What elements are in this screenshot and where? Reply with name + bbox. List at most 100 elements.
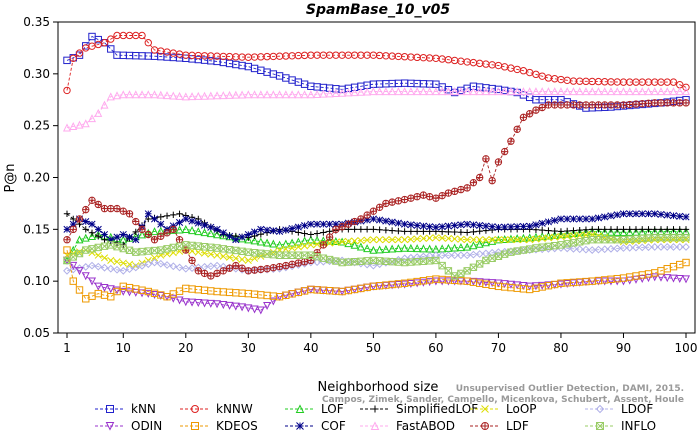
data-point-fastabod: [294, 90, 303, 99]
data-point-loop: [150, 254, 159, 262]
data-point-cof: [519, 222, 527, 230]
data-point-loop: [494, 236, 502, 244]
data-point-lof: [388, 244, 397, 253]
data-point-fastabod: [525, 87, 534, 96]
data-point-ldof: [213, 261, 221, 270]
data-point-ldof: [669, 243, 678, 251]
data-point-cof: [157, 220, 165, 228]
data-point-odin: [606, 277, 615, 286]
data-point-loop: [232, 254, 240, 262]
legend-label: kNNW: [216, 402, 253, 416]
data-point-ldof: [300, 259, 309, 268]
data-point-simplifiedlof: [413, 228, 421, 235]
data-point-cof: [626, 210, 634, 218]
data-point-ldof: [469, 250, 478, 259]
data-point-cof: [82, 218, 90, 226]
data-point-cof: [576, 215, 584, 223]
data-point-odin: [194, 299, 203, 308]
data-point-ldof: [575, 245, 584, 254]
data-point-loop: [357, 236, 365, 245]
data-point-fastabod: [113, 91, 122, 100]
data-point-ldf: [157, 232, 165, 240]
data-point-odin: [219, 301, 228, 310]
data-point-fastabod: [163, 91, 172, 100]
data-point-odin: [531, 282, 540, 291]
data-point-odin: [119, 287, 128, 296]
data-point-cof: [269, 227, 277, 235]
data-point-simplifiedlof: [538, 226, 546, 234]
data-point-inflo: [525, 245, 534, 253]
data-point-loop: [338, 238, 346, 246]
data-point-ldof: [431, 251, 440, 260]
data-point-cof: [301, 222, 309, 230]
data-point-kdeos: [82, 295, 90, 303]
data-point-fastabod: [62, 123, 72, 132]
data-point-cof: [388, 218, 396, 226]
data-point-fastabod: [388, 87, 397, 96]
x-tick-label: 10: [116, 341, 131, 355]
data-point-kdeos: [100, 291, 109, 299]
data-point-ldof: [175, 263, 184, 272]
data-point-lof: [256, 237, 265, 246]
legend-item-knnw: kNNW: [180, 402, 253, 416]
data-point-cof: [651, 210, 659, 218]
data-point-simplifiedlof: [607, 226, 615, 233]
data-point-ldof: [169, 262, 178, 271]
data-point-fastabod: [500, 87, 509, 96]
x-tick-label: 30: [241, 341, 256, 355]
data-point-inflo: [532, 244, 540, 252]
data-point-lof: [200, 228, 209, 237]
data-point-fastabod: [181, 92, 190, 101]
data-point-cof: [219, 229, 227, 237]
data-point-simplifiedlof: [626, 226, 633, 233]
data-point-fastabod: [644, 87, 653, 96]
data-point-ldof: [475, 250, 484, 258]
legend-item-ldof: LDOF: [585, 402, 653, 416]
legend-label: LDOF: [621, 402, 653, 416]
data-point-cof: [507, 223, 515, 231]
data-point-fastabod: [481, 87, 490, 96]
data-point-lof: [419, 244, 428, 253]
data-point-odin: [88, 277, 97, 286]
data-point-ldf: [544, 101, 553, 109]
data-point-ldf: [200, 269, 209, 278]
data-point-lof: [294, 237, 303, 246]
x-tick-label: 80: [553, 341, 568, 355]
y-tick-label: 0.05: [23, 326, 50, 340]
data-point-cof: [413, 221, 421, 229]
data-point-ldf: [607, 101, 615, 109]
data-point-lof: [469, 241, 478, 250]
legend-swatch-marker: [596, 422, 604, 430]
data-point-ldof: [125, 265, 134, 274]
data-point-ldof: [63, 266, 71, 275]
data-point-lof: [88, 231, 97, 240]
data-point-loop: [369, 236, 377, 244]
data-point-inflo: [550, 241, 559, 250]
data-point-knnw: [75, 49, 84, 57]
data-point-simplifiedlof: [670, 226, 677, 233]
data-point-odin: [413, 279, 422, 288]
data-point-lof: [300, 236, 309, 245]
y-tick-label: 0.15: [23, 222, 50, 236]
data-point-ldf: [275, 263, 284, 271]
data-point-fastabod: [531, 87, 540, 96]
data-point-simplifiedlof: [157, 213, 164, 221]
data-point-fastabod: [194, 91, 203, 100]
data-point-fastabod: [488, 87, 497, 96]
data-point-fastabod: [356, 87, 365, 96]
data-point-ldof: [306, 258, 315, 267]
data-point-knnw: [682, 83, 690, 92]
data-point-inflo: [544, 242, 553, 251]
data-point-knnw: [69, 54, 77, 62]
data-point-odin: [169, 294, 178, 303]
watermark-line-1: Unsupervised Outlier Detection, DAMI, 20…: [456, 384, 684, 394]
data-point-odin: [475, 278, 484, 287]
data-point-cof: [444, 222, 452, 230]
data-point-cof: [582, 215, 590, 223]
data-point-ldf: [444, 189, 453, 197]
data-point-ldf: [669, 99, 678, 107]
data-point-fastabod: [513, 87, 522, 96]
data-point-odin: [469, 277, 478, 286]
data-point-inflo: [157, 246, 165, 254]
data-point-ldf: [525, 110, 534, 118]
